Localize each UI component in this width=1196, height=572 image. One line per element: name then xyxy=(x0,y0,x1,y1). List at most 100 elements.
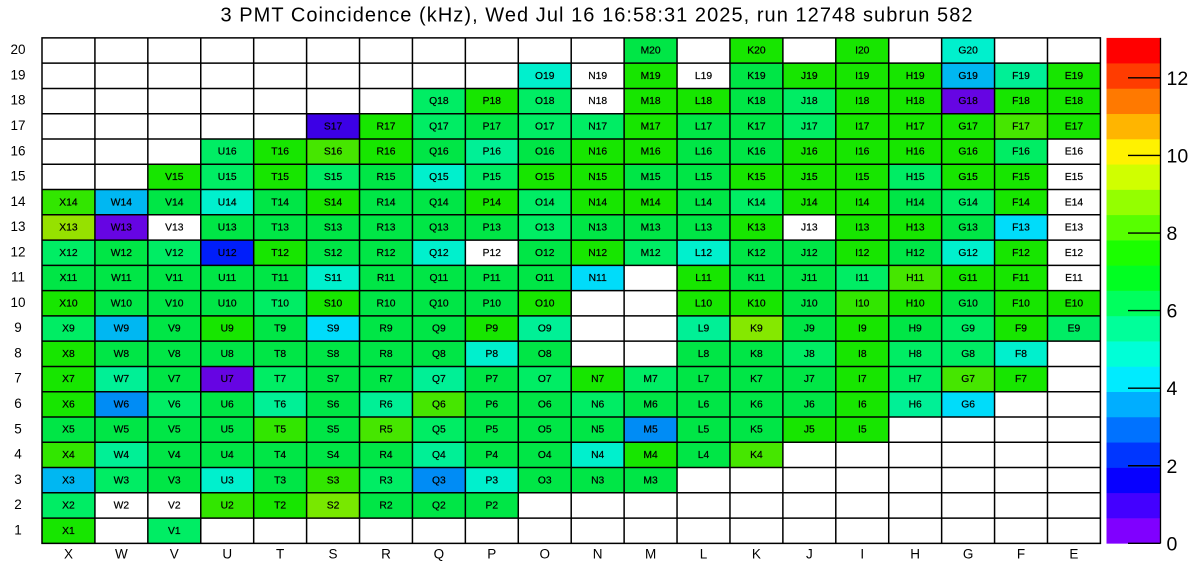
svg-text:I17: I17 xyxy=(855,121,870,132)
svg-text:L: L xyxy=(700,547,708,562)
svg-text:Q: Q xyxy=(434,547,445,562)
svg-text:P10: P10 xyxy=(483,298,502,309)
svg-text:10: 10 xyxy=(10,295,25,310)
svg-text:I10: I10 xyxy=(855,298,870,309)
svg-text:R2: R2 xyxy=(379,501,392,512)
svg-text:U15: U15 xyxy=(218,172,237,183)
svg-text:S10: S10 xyxy=(324,298,343,309)
svg-text:P2: P2 xyxy=(486,501,499,512)
svg-text:U13: U13 xyxy=(218,223,237,234)
svg-text:V14: V14 xyxy=(165,197,184,208)
svg-text:S9: S9 xyxy=(327,324,340,335)
svg-text:L15: L15 xyxy=(695,172,712,183)
svg-text:W8: W8 xyxy=(114,349,130,360)
svg-text:E: E xyxy=(1069,547,1078,562)
svg-text:J7: J7 xyxy=(804,374,815,385)
svg-text:K18: K18 xyxy=(747,96,766,107)
svg-text:O11: O11 xyxy=(535,273,554,284)
svg-text:U8: U8 xyxy=(221,349,234,360)
svg-text:P13: P13 xyxy=(483,223,502,234)
svg-text:W13: W13 xyxy=(111,223,132,234)
svg-text:I16: I16 xyxy=(855,147,870,158)
svg-text:V10: V10 xyxy=(165,298,184,309)
svg-text:I18: I18 xyxy=(855,96,870,107)
svg-text:V8: V8 xyxy=(168,349,181,360)
svg-text:L18: L18 xyxy=(695,96,712,107)
svg-text:9: 9 xyxy=(14,320,22,335)
svg-text:O19: O19 xyxy=(535,71,555,82)
svg-text:K17: K17 xyxy=(747,121,766,132)
svg-text:15: 15 xyxy=(10,169,25,184)
svg-text:X3: X3 xyxy=(62,475,75,486)
svg-text:X4: X4 xyxy=(62,450,75,461)
svg-text:O10: O10 xyxy=(535,298,555,309)
svg-text:20: 20 xyxy=(10,42,25,57)
svg-text:O3: O3 xyxy=(538,475,552,486)
svg-text:12: 12 xyxy=(1167,68,1189,90)
svg-text:T16: T16 xyxy=(271,147,289,158)
svg-text:P: P xyxy=(487,547,496,562)
svg-text:K5: K5 xyxy=(750,425,763,436)
svg-text:J9: J9 xyxy=(804,324,815,335)
svg-text:17: 17 xyxy=(10,118,25,133)
svg-text:E9: E9 xyxy=(1068,324,1081,335)
svg-text:G12: G12 xyxy=(958,248,978,259)
svg-text:U11: U11 xyxy=(218,273,236,284)
svg-text:V1: V1 xyxy=(168,526,181,537)
svg-text:M17: M17 xyxy=(641,121,661,132)
svg-text:G16: G16 xyxy=(958,147,978,158)
svg-text:H7: H7 xyxy=(909,374,922,385)
svg-text:W2: W2 xyxy=(114,501,130,512)
svg-text:Q17: Q17 xyxy=(429,121,449,132)
svg-text:L14: L14 xyxy=(695,197,712,208)
svg-text:11: 11 xyxy=(11,270,25,285)
svg-text:J13: J13 xyxy=(801,223,818,234)
svg-text:F17: F17 xyxy=(1012,121,1030,132)
svg-text:F19: F19 xyxy=(1012,71,1030,82)
svg-text:U5: U5 xyxy=(221,425,234,436)
svg-text:K7: K7 xyxy=(750,374,763,385)
svg-text:W9: W9 xyxy=(114,324,130,335)
svg-text:O: O xyxy=(539,547,550,562)
svg-text:G20: G20 xyxy=(958,46,978,57)
svg-text:18: 18 xyxy=(10,93,25,108)
svg-text:U12: U12 xyxy=(218,248,237,259)
svg-text:O13: O13 xyxy=(535,223,555,234)
svg-text:P16: P16 xyxy=(483,147,502,158)
svg-text:E10: E10 xyxy=(1065,298,1084,309)
svg-text:K: K xyxy=(752,547,761,562)
svg-text:T10: T10 xyxy=(271,298,289,309)
svg-text:U14: U14 xyxy=(218,197,237,208)
svg-text:O7: O7 xyxy=(538,374,552,385)
svg-text:F13: F13 xyxy=(1012,223,1030,234)
svg-text:F10: F10 xyxy=(1012,298,1030,309)
svg-text:X5: X5 xyxy=(62,425,75,436)
svg-text:F8: F8 xyxy=(1015,349,1027,360)
svg-text:Q9: Q9 xyxy=(432,324,446,335)
svg-text:M4: M4 xyxy=(643,450,658,461)
svg-text:I7: I7 xyxy=(858,374,867,385)
svg-text:O17: O17 xyxy=(535,121,555,132)
svg-text:P9: P9 xyxy=(486,324,499,335)
svg-text:V15: V15 xyxy=(165,172,184,183)
svg-text:K19: K19 xyxy=(747,71,766,82)
svg-text:19: 19 xyxy=(10,67,25,82)
svg-text:X11: X11 xyxy=(60,273,78,284)
svg-text:G18: G18 xyxy=(958,96,978,107)
svg-text:R17: R17 xyxy=(377,121,396,132)
svg-text:R4: R4 xyxy=(379,450,392,461)
svg-text:3: 3 xyxy=(14,472,22,487)
svg-text:3 PMT Coincidence (kHz), Wed J: 3 PMT Coincidence (kHz), Wed Jul 16 16:5… xyxy=(220,4,973,26)
svg-text:V2: V2 xyxy=(168,501,181,512)
svg-text:E12: E12 xyxy=(1065,248,1084,259)
svg-text:P15: P15 xyxy=(483,172,502,183)
svg-text:R: R xyxy=(381,547,391,562)
svg-text:P11: P11 xyxy=(483,273,501,284)
svg-text:L19: L19 xyxy=(695,71,712,82)
svg-text:R10: R10 xyxy=(377,298,396,309)
svg-text:H17: H17 xyxy=(906,121,925,132)
svg-text:H13: H13 xyxy=(906,223,925,234)
svg-text:N17: N17 xyxy=(588,121,607,132)
svg-text:V5: V5 xyxy=(168,425,181,436)
svg-text:V4: V4 xyxy=(168,450,181,461)
